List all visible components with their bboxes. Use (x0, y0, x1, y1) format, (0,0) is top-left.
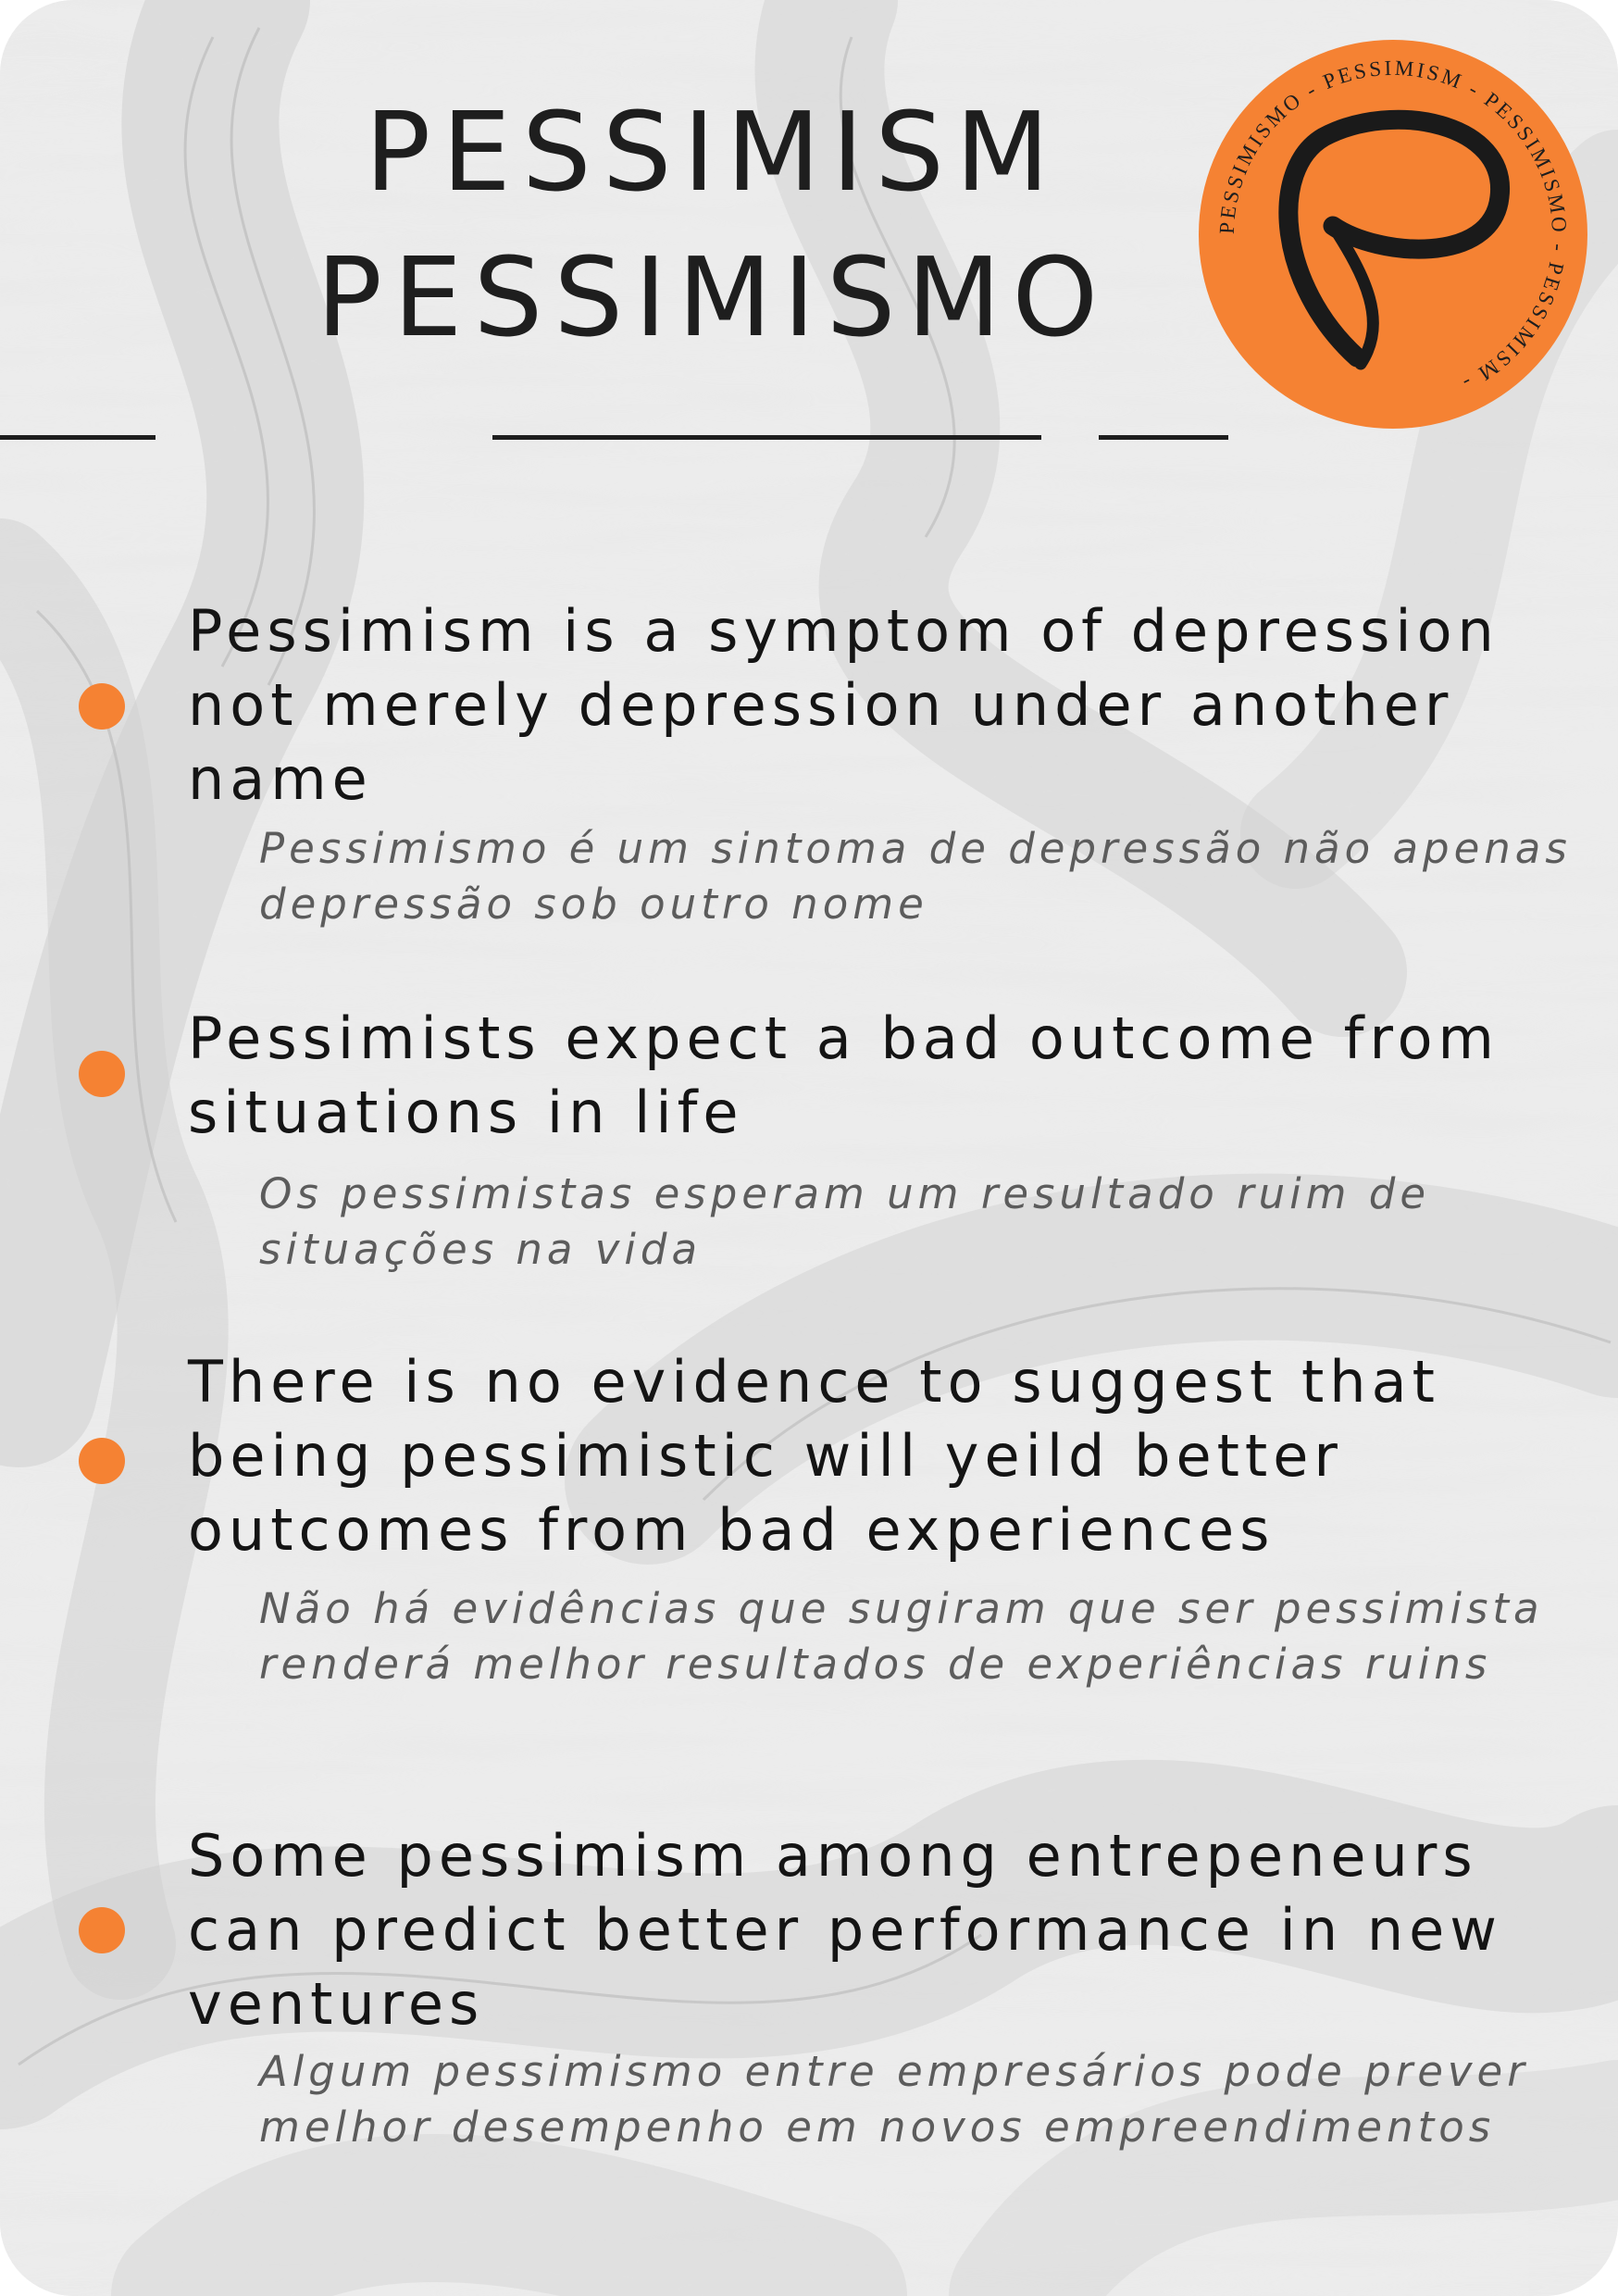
title-underline-left (0, 435, 156, 440)
bullet-dot (79, 1907, 125, 1953)
bullet-dot (79, 1051, 125, 1097)
item-english-text: Pessimism is a symptom of depression not… (188, 597, 1500, 813)
script-letter-p-icon (1278, 109, 1510, 370)
title-underline-right (1099, 435, 1228, 440)
item-english-text: Pessimists expect a bad outcome from sit… (188, 1004, 1500, 1146)
item-portuguese-text: Algum pessimismo entre empresários pode … (259, 2047, 1529, 2152)
item-english-text: Some pessimism among entrepeneurs can pr… (188, 1822, 1503, 2038)
badge-circle (1199, 40, 1587, 429)
item-english-text: There is no evidence to suggest that bei… (188, 1348, 1440, 1564)
bullet-dot (79, 683, 125, 730)
item-portuguese-text: Os pessimistas esperam um resultado ruim… (259, 1169, 1431, 1274)
bullet-dot (79, 1438, 125, 1484)
item-portuguese-text: Não há evidências que sugiram que ser pe… (259, 1584, 1544, 1689)
item-portuguese-text: Pessimismo é um sintoma de depressão não… (259, 824, 1572, 929)
title-english: PESSIMISM (365, 88, 1061, 216)
title-portuguese: PESSIMISMO (316, 233, 1110, 361)
pessimism-badge: PESSIMISMO - PESSIMISM - PESSIMISMO - PE… (1199, 40, 1587, 429)
title-underline-center (492, 435, 1041, 440)
